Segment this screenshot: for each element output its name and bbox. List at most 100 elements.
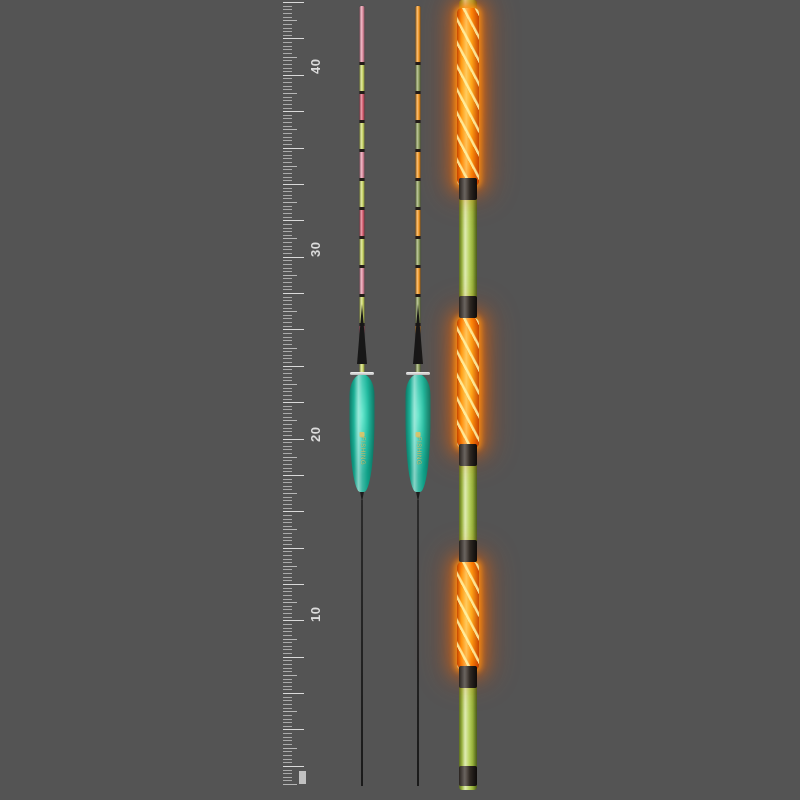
ruler-minor-tick [283,118,292,120]
antenna-band-divider [359,178,365,181]
ruler-minor-tick [283,362,292,364]
ruler-minor-tick [283,223,292,225]
ruler-minor-tick [283,569,292,571]
ruler-minor-tick [283,245,292,247]
ruler-minor-tick [283,733,292,735]
ruler-minor-tick [283,551,292,553]
ruler-minor-tick [283,769,292,771]
ruler-major-tick [283,547,304,549]
float-left[interactable]: FISHING [332,0,392,790]
ruler-minor-tick [283,456,297,458]
ruler-minor-tick [283,740,292,742]
ruler-minor-tick [283,151,292,153]
ruler-minor-tick [283,471,292,473]
ruler-major-tick [283,438,304,440]
ruler-minor-tick [283,391,292,393]
ruler-minor-tick [283,285,292,287]
ruler-minor-tick [283,602,297,604]
illuminated-float[interactable] [438,0,498,790]
float-left-upper-taper [357,304,367,364]
glow-segment-bottom [446,552,490,680]
ruler-minor-tick [283,71,292,73]
ruler-minor-tick [283,343,292,345]
ruler-minor-tick [283,263,292,265]
ruler-minor-tick [283,689,292,691]
ruler-minor-tick [283,503,292,505]
ruler-minor-tick [283,56,297,58]
ruler-minor-tick [283,598,292,600]
ruler-minor-tick [283,405,292,407]
ruler-major-tick [283,511,304,513]
ruler-minor-tick [283,624,292,625]
ruler-minor-tick [283,696,292,698]
ruler-minor-tick [283,518,292,520]
ruler-minor-tick [283,427,292,429]
ruler-major-tick [283,329,304,331]
ruler-minor-tick [283,169,292,171]
ruler-minor-tick [283,587,292,589]
float-left-brand-text: FISHING [359,436,365,466]
ruler-minor-tick [283,311,297,313]
antenna-band-divider [359,236,365,239]
glow-core [457,318,479,448]
ruler-minor-tick [283,627,292,629]
antenna-band [359,94,365,120]
ruler-minor-tick [283,325,292,327]
ruler-minor-tick [283,725,292,727]
glow-core [457,562,479,670]
antenna-band-divider [415,62,421,65]
ruler-minor-tick [283,718,292,720]
glow-segment-middle [446,308,490,458]
ruler-minor-tick [283,485,292,487]
ruler-minor-tick [283,176,292,178]
antenna-band-divider [359,294,365,297]
ruler-minor-tick [283,409,292,411]
ruler-minor-tick [283,634,292,636]
float-middle-lower-taper [415,486,421,502]
ruler-minor-tick [283,351,292,353]
ruler-minor-tick [283,540,292,542]
ruler-major-tick [283,293,304,294]
ruler-minor-tick [283,314,292,316]
ruler-minor-tick [283,714,292,716]
float-middle-collar-ring [406,372,430,375]
float-left-collar-ring [350,372,374,375]
ruler-minor-tick [283,591,292,593]
antenna-band [415,152,421,178]
float-middle-stem [417,500,419,786]
ruler-minor-tick [283,489,292,491]
ruler-minor-tick [283,449,292,451]
ruler-minor-tick [283,387,292,389]
ruler-major-tick [283,183,304,185]
antenna-band [359,123,365,149]
antenna-band [415,239,421,265]
ruler-minor-tick [283,554,292,556]
ruler-minor-tick [283,660,292,662]
ruler-minor-tick [283,5,292,7]
ruler-minor-tick [283,423,292,425]
ruler-minor-tick [283,129,297,131]
antenna-band [359,181,365,207]
ruler-minor-tick [283,271,292,273]
ruler-minor-tick [283,420,297,422]
antenna-band [415,123,421,149]
antenna-band [415,210,421,236]
ruler-minor-tick [283,445,292,447]
ruler-minor-tick [283,431,292,433]
ruler-major-tick [283,365,304,367]
ruler-minor-tick [283,685,292,687]
ruler-minor-tick [283,205,292,207]
ruler-major-tick [283,402,304,404]
glow-segment-top [446,0,490,196]
ruler-minor-tick [283,594,292,596]
ruler-minor-tick [283,180,292,182]
ruler-major-tick [283,2,304,3]
ruler-label-20: 20 [308,426,323,442]
ruler-minor-tick [283,751,292,753]
ruler-minor-tick [283,674,297,676]
ruler-minor-tick [283,49,292,51]
ruler-minor-tick [283,253,292,254]
float-middle[interactable]: FISHING [388,0,448,790]
antenna-band-divider [415,207,421,210]
ruler-minor-tick [283,42,292,43]
